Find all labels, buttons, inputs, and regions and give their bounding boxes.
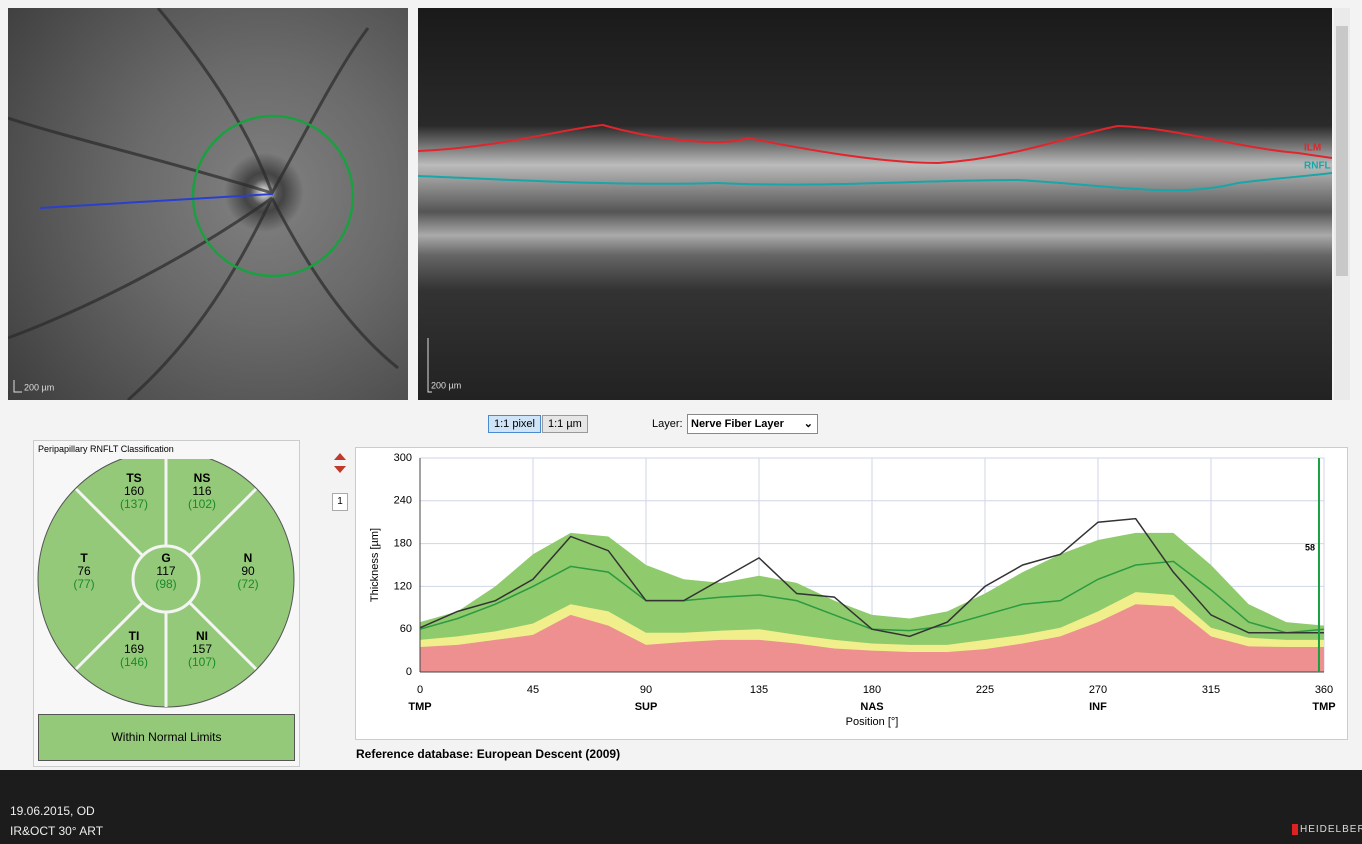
sector-name: TS [126, 471, 141, 485]
x-axis-label: Position [°] [846, 716, 899, 728]
oct-scan: ILM RNFL 200 µm [418, 8, 1332, 400]
sector-value: 160 [124, 484, 144, 498]
layer-label: Layer: [652, 418, 683, 430]
page-number[interactable]: 1 [332, 493, 348, 511]
layer-label: RNFL [1304, 161, 1331, 172]
exam-mode: IR&OCT 30° ART [10, 824, 104, 838]
x-tick-label: 90 [640, 684, 652, 696]
page-arrows[interactable] [330, 450, 350, 510]
thickness-line [419, 517, 1324, 638]
sector-value: 90 [241, 564, 255, 578]
oct-overlay: ILM RNFL 200 µm [418, 123, 1332, 393]
sector-reference: (77) [73, 577, 94, 591]
x-sector-label: SUP [635, 701, 658, 713]
layer-dropdown[interactable]: Nerve Fiber Layer ⌄ [687, 414, 818, 434]
y-tick-label: 120 [394, 580, 412, 592]
sector-reference: (102) [188, 497, 216, 511]
marker-label: 58 [1305, 542, 1315, 552]
sector-name: T [80, 551, 88, 565]
layer-label: ILM [1304, 143, 1321, 154]
sector-value: 117 [156, 564, 175, 578]
sector-name: TI [129, 629, 140, 643]
y-axis-label: Thickness [µm] [369, 528, 381, 602]
scrollbar[interactable] [1334, 8, 1350, 400]
micron-button[interactable]: 1:1 µm [542, 415, 588, 433]
sector-name: NI [196, 629, 208, 643]
x-sector-label: TMP [408, 701, 431, 713]
scale-label: 200 µm [431, 380, 461, 390]
sector-value: 116 [192, 484, 211, 498]
sector-reference: (107) [188, 655, 216, 669]
y-tick-label: 0 [406, 666, 412, 678]
dropdown-value: Nerve Fiber Layer [691, 418, 784, 430]
y-tick-label: 60 [400, 623, 412, 635]
sector-value: 169 [124, 642, 144, 656]
classification-panel: Peripapillary RNFLT Classification TS 160… [33, 440, 300, 767]
x-tick-label: 225 [976, 684, 994, 696]
sector-name: NS [194, 471, 211, 485]
x-tick-label: 360 [1315, 684, 1333, 696]
sector-name: N [244, 551, 253, 565]
x-tick-label: 135 [750, 684, 768, 696]
y-tick-label: 180 [394, 538, 412, 550]
brand-logo: HEIDELBERG [1292, 824, 1362, 835]
thickness-chart: 0 60 120 180 240 300 0 45 90 135 180 225 270 315 360 TM… [355, 447, 1348, 740]
x-sector-label: NAS [860, 701, 883, 713]
x-sector-label: INF [1089, 701, 1107, 713]
pixel-button[interactable]: 1:1 pixel [488, 415, 541, 433]
x-tick-label: 315 [1202, 684, 1220, 696]
y-tick-label: 300 [394, 452, 412, 464]
sector-reference: (72) [237, 577, 258, 591]
status-box: Within Normal Limits [38, 714, 295, 761]
x-sector-label: TMP [1312, 701, 1335, 713]
y-tick-label: 240 [394, 495, 412, 507]
x-tick-label: 180 [863, 684, 881, 696]
x-tick-label: 0 [417, 684, 423, 696]
exam-date: 19.06.2015, OD [10, 804, 95, 818]
sector-reference: (137) [120, 497, 148, 511]
fundus-image: 200 µm [8, 8, 408, 400]
sector-reference: (98) [155, 577, 176, 591]
scale-label: 200 µm [24, 382, 54, 392]
reference-note: Reference database: European Descent (20… [356, 747, 621, 761]
sector-value: 157 [192, 642, 212, 656]
x-tick-label: 270 [1089, 684, 1107, 696]
reference-band [420, 604, 1324, 672]
sector-name: G [161, 551, 170, 565]
x-tick-label: 45 [527, 684, 539, 696]
sector-reference: (146) [120, 655, 148, 669]
panel-title: Peripapillary RNFLT Classification [38, 444, 174, 454]
footer: 19.06.2015, OD IR&OCT 30° ART HEIDELBERG [0, 770, 1362, 844]
fundus-overlay: 200 µm [8, 8, 399, 400]
sector-value: 76 [77, 564, 91, 578]
